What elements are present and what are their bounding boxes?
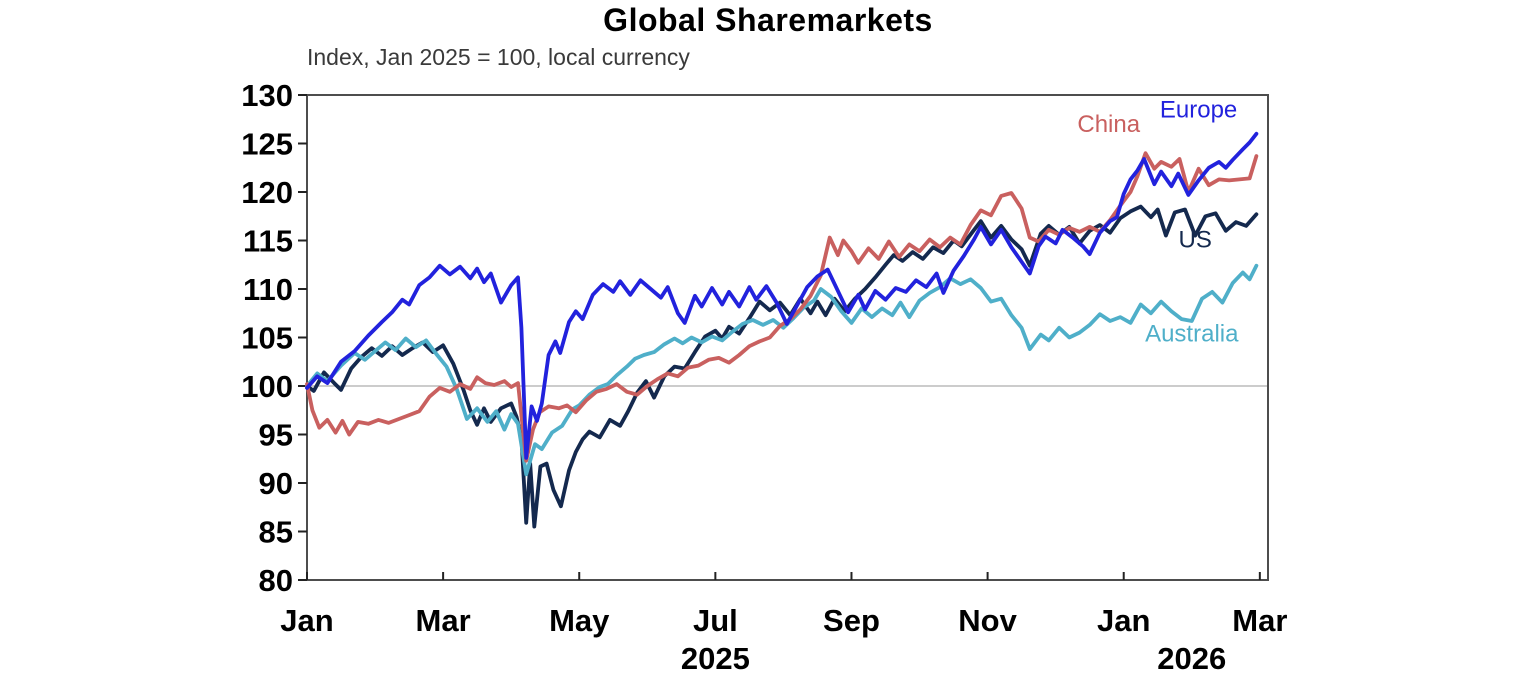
y-tick-label: 80 [259, 563, 293, 598]
x-tick-label: Jul [693, 603, 738, 638]
series-label-australia: Australia [1145, 320, 1239, 347]
x-axis-year-label: 2025 [681, 641, 750, 676]
y-tick-label: 125 [241, 127, 293, 162]
y-tick-label: 95 [259, 418, 293, 453]
x-tick-label: Mar [1232, 603, 1287, 638]
y-tick-label: 130 [241, 78, 293, 113]
chart-title: Global Sharemarkets [603, 2, 933, 38]
x-tick-label: Mar [416, 603, 471, 638]
y-tick-label: 85 [259, 515, 293, 550]
chart-subtitle: Index, Jan 2025 = 100, local currency [307, 44, 690, 70]
y-tick-label: 90 [259, 466, 293, 501]
series-label-europe: Europe [1160, 96, 1237, 123]
y-tick-label: 115 [243, 224, 293, 259]
x-tick-label: Nov [958, 603, 1017, 638]
x-tick-label: Jan [1097, 603, 1150, 638]
series-line-us [305, 204, 1259, 529]
y-tick-label: 120 [241, 175, 293, 210]
series-line-australia [305, 263, 1259, 477]
x-tick-label: Sep [823, 603, 880, 638]
series-label-us: US [1179, 226, 1212, 253]
y-tick-label: 100 [241, 369, 293, 404]
x-axis-year-label: 2026 [1157, 641, 1226, 676]
series-label-china: China [1077, 111, 1140, 138]
y-tick-label: 110 [243, 272, 293, 307]
plot-border [306, 94, 1269, 581]
x-tick-label: May [549, 603, 610, 638]
x-tick-label: Jan [280, 603, 333, 638]
series-line-europe [305, 131, 1259, 460]
y-tick-label: 105 [241, 321, 293, 356]
